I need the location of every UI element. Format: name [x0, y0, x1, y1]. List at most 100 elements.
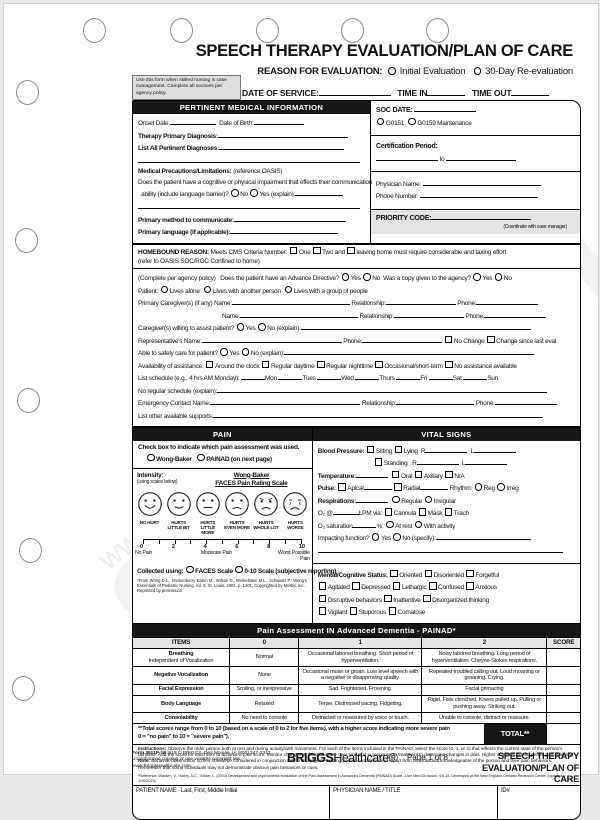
painad-radio[interactable]: [197, 453, 205, 461]
tues-field[interactable]: [278, 373, 303, 381]
temperature-field[interactable]: [355, 471, 388, 478]
caregiver-name-field[interactable]: [231, 298, 350, 306]
wed-field[interactable]: [317, 373, 342, 381]
primary-diagnosis-field[interactable]: [217, 131, 348, 138]
impacting-no-radio[interactable]: [393, 533, 401, 541]
oriented-checkbox[interactable]: [390, 569, 398, 578]
painad-score-cell[interactable]: [546, 666, 580, 684]
o2-saturation-field[interactable]: [352, 521, 377, 528]
cert-from-field[interactable]: [375, 154, 438, 161]
agitated-checkbox[interactable]: [318, 582, 327, 590]
primary-language-field[interactable]: [230, 227, 339, 235]
no-change-checkbox[interactable]: [444, 335, 453, 344]
pulse-apical-checkbox[interactable]: [338, 483, 346, 491]
painad-score-cell[interactable]: [546, 694, 580, 713]
impacting-yes-radio[interactable]: [371, 533, 380, 541]
sun-field[interactable]: [463, 373, 488, 381]
pertinent-diagnoses-field[interactable]: [219, 143, 344, 151]
lives-another-radio[interactable]: [203, 285, 212, 294]
no-schedule-field[interactable]: [217, 386, 548, 393]
other-supports-field[interactable]: [213, 411, 544, 418]
emergency-contact-field[interactable]: [210, 398, 361, 406]
id-cell[interactable]: ID#: [497, 786, 580, 820]
bp-l-field[interactable]: [473, 446, 516, 453]
emergency-relationship-field[interactable]: [396, 398, 475, 406]
emergency-phone-field[interactable]: [494, 398, 557, 406]
lives-alone-radio[interactable]: [160, 285, 169, 294]
temp-oral-checkbox[interactable]: [391, 470, 400, 479]
o2-lpm-field[interactable]: [332, 508, 359, 516]
advance-yes-radio[interactable]: [341, 273, 350, 281]
around-clock-checkbox[interactable]: [205, 360, 214, 369]
time-out-field[interactable]: [511, 89, 550, 96]
nighttime-checkbox[interactable]: [317, 360, 325, 369]
representative-field[interactable]: [201, 336, 342, 343]
temp-na-checkbox[interactable]: [445, 470, 453, 479]
respirations-field[interactable]: [356, 496, 389, 503]
impairment-yes-radio[interactable]: [250, 189, 258, 197]
pulse-radial-field[interactable]: [420, 483, 449, 491]
resp-irregular-radio[interactable]: [424, 495, 433, 504]
date-of-service-field[interactable]: [318, 89, 391, 96]
bp-l2-field[interactable]: [465, 458, 508, 466]
copy-yes-radio[interactable]: [473, 273, 481, 281]
rhythm-reg-radio[interactable]: [474, 483, 483, 491]
painad-score-cell[interactable]: [546, 712, 580, 724]
painad-score-cell[interactable]: [546, 683, 580, 695]
cms-two-checkbox[interactable]: [313, 246, 321, 255]
rhythm-irreg-radio[interactable]: [497, 483, 505, 491]
onset-date-field[interactable]: [169, 118, 216, 126]
wong-baker-radio[interactable]: [147, 453, 155, 461]
faces-scale-radio[interactable]: [186, 565, 194, 573]
impairment-explain-field-2[interactable]: [138, 202, 360, 209]
cert-to-field[interactable]: [445, 154, 516, 161]
patient-name-cell[interactable]: PATIENT NAME - Last, First, Middle Initi…: [133, 786, 329, 819]
disruptive-checkbox[interactable]: [318, 594, 327, 603]
thurs-field[interactable]: [355, 373, 380, 381]
able-no-radio[interactable]: [241, 348, 250, 356]
scale-0-10-radio[interactable]: [235, 565, 243, 573]
disorganized-checkbox[interactable]: [423, 594, 431, 603]
no-assist-checkbox[interactable]: [445, 360, 453, 369]
sat-field[interactable]: [428, 373, 453, 381]
caregiver2-name-field[interactable]: [239, 311, 358, 318]
cannula-checkbox[interactable]: [384, 508, 393, 516]
mask-checkbox[interactable]: [418, 508, 427, 516]
caregiver-phone-field[interactable]: [476, 298, 539, 306]
able-yes-radio[interactable]: [220, 348, 228, 356]
caregiver2-relationship-field[interactable]: [393, 311, 464, 318]
caregiver-relationship-field[interactable]: [385, 298, 456, 306]
phone-number-field[interactable]: [419, 191, 538, 199]
30day-reevaluation-radio[interactable]: [473, 67, 482, 75]
depressed-checkbox[interactable]: [352, 582, 360, 590]
priority-code-field[interactable]: [431, 213, 532, 220]
bp-r-field[interactable]: [425, 446, 468, 453]
willing-yes-radio[interactable]: [236, 323, 245, 331]
able-explain-field[interactable]: [284, 348, 535, 356]
rep-phone-field[interactable]: [362, 336, 443, 343]
resp-regular-radio[interactable]: [392, 495, 400, 504]
confused-checkbox[interactable]: [429, 582, 437, 590]
caregiver2-phone-field[interactable]: [484, 311, 547, 318]
dob-field[interactable]: [253, 118, 304, 126]
time-in-field[interactable]: [427, 89, 466, 96]
disoriented-checkbox[interactable]: [424, 569, 433, 578]
bp-standing-checkbox[interactable]: [374, 458, 383, 466]
bp-r2-field[interactable]: [416, 458, 459, 466]
willing-explain-field[interactable]: [300, 323, 531, 331]
at-rest-radio[interactable]: [386, 520, 394, 529]
specify-field-2[interactable]: [317, 546, 563, 553]
total-score-field[interactable]: [546, 724, 580, 744]
change-checkbox[interactable]: [487, 335, 495, 344]
copy-no-radio[interactable]: [494, 273, 503, 281]
inattentive-checkbox[interactable]: [384, 594, 392, 603]
impairment-explain-field[interactable]: [295, 189, 344, 197]
method-communicate-field[interactable]: [233, 215, 346, 222]
vigilant-checkbox[interactable]: [318, 607, 327, 615]
advance-no-radio[interactable]: [363, 273, 371, 281]
taxing-effort-checkbox[interactable]: [347, 246, 355, 255]
forgetful-checkbox[interactable]: [466, 569, 474, 578]
comatose-checkbox[interactable]: [388, 607, 397, 615]
pulse-radial-checkbox[interactable]: [394, 483, 402, 491]
specify-field[interactable]: [435, 533, 531, 541]
